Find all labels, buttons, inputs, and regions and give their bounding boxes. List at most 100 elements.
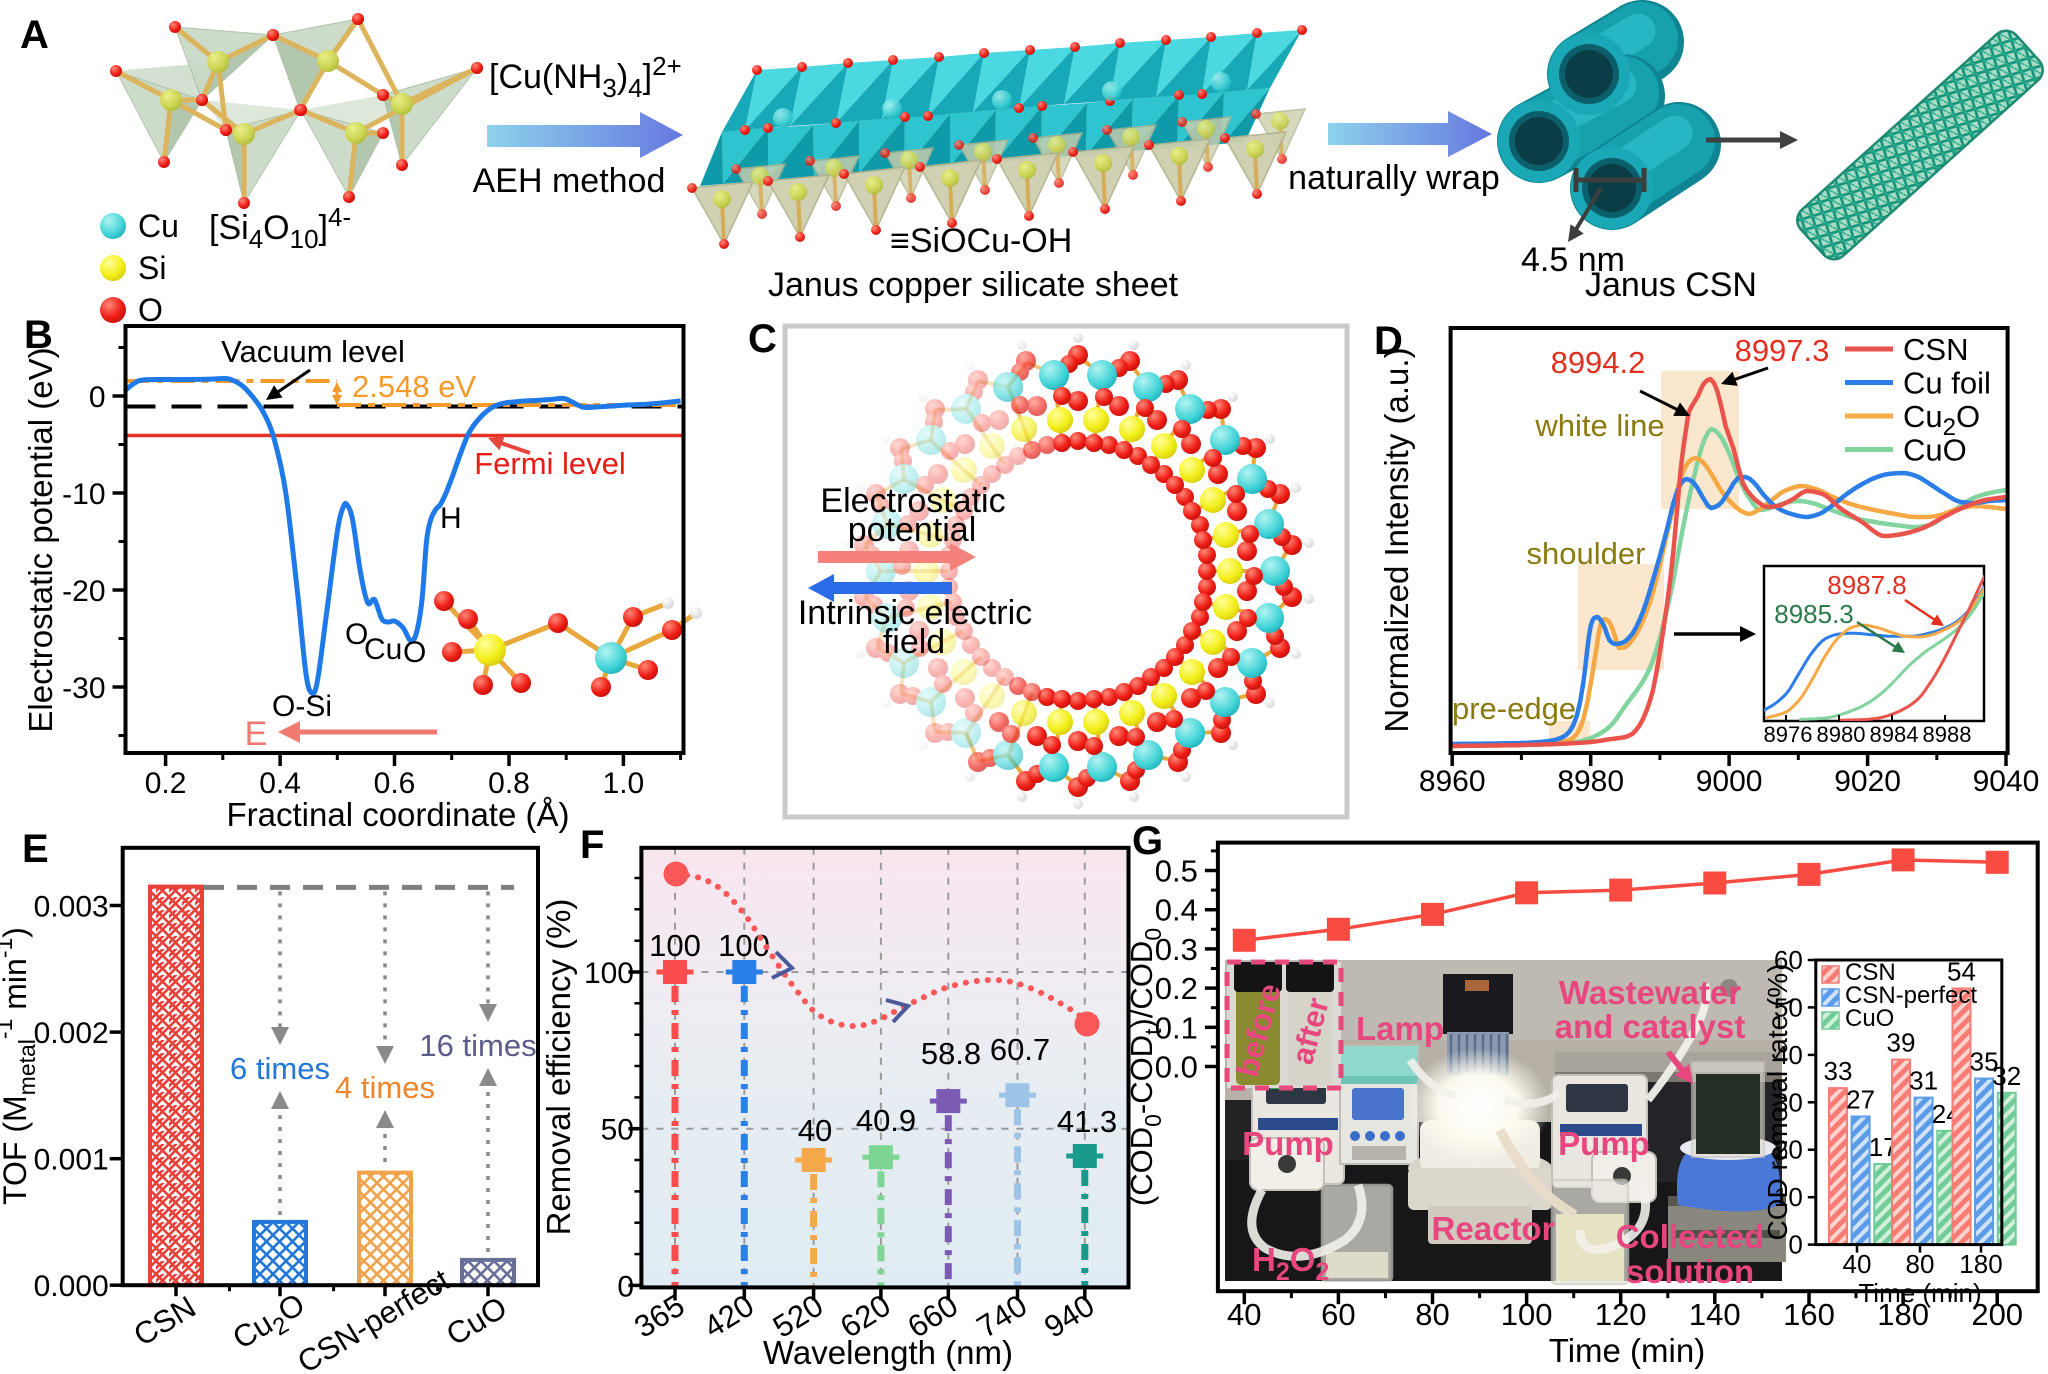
svg-text:100: 100: [1501, 1297, 1553, 1332]
svg-text:0.001: 0.001: [34, 1144, 109, 1177]
svg-text:-20: -20: [62, 575, 105, 608]
svg-text:0.3: 0.3: [1155, 932, 1198, 967]
svg-text:0.8: 0.8: [488, 767, 530, 800]
svg-text:0: 0: [89, 381, 106, 414]
svg-text:8994.2: 8994.2: [1551, 345, 1646, 380]
svg-text:CSN: CSN: [1845, 959, 1896, 986]
svg-text:100: 100: [649, 928, 701, 963]
svg-text:potential: potential: [848, 511, 977, 549]
svg-text:16 times: 16 times: [419, 1028, 536, 1063]
svg-text:Cu: Cu: [138, 208, 179, 244]
svg-text:H: H: [440, 502, 462, 535]
svg-text:60: 60: [1774, 945, 1803, 975]
svg-text:Pump: Pump: [1242, 1125, 1334, 1162]
svg-text:field: field: [883, 623, 945, 661]
svg-text:120: 120: [1595, 1297, 1647, 1332]
svg-text:O: O: [138, 292, 163, 328]
svg-text:35: 35: [1970, 1047, 1999, 1077]
svg-text:40: 40: [1843, 1249, 1872, 1279]
svg-text:50: 50: [1774, 992, 1803, 1022]
svg-text:solution: solution: [1626, 1253, 1754, 1290]
svg-text:-10: -10: [62, 478, 105, 511]
svg-text:33: 33: [1824, 1056, 1853, 1086]
svg-text:Reactor: Reactor: [1432, 1210, 1555, 1247]
svg-text:0.2: 0.2: [1155, 971, 1198, 1006]
svg-text:CSN-perfect: CSN-perfect: [1845, 982, 1977, 1009]
svg-text:F: F: [580, 823, 604, 867]
svg-text:shoulder: shoulder: [1527, 536, 1646, 571]
svg-text:[Cu(NH3)4]2+: [Cu(NH3)4]2+: [489, 51, 682, 103]
svg-text:58.8: 58.8: [921, 1036, 981, 1071]
svg-text:Wastewater: Wastewater: [1559, 974, 1741, 1011]
svg-text:40.9: 40.9: [856, 1103, 916, 1138]
svg-text:40: 40: [1227, 1297, 1261, 1332]
svg-text:4 times: 4 times: [335, 1070, 435, 1105]
svg-text:Janus copper silicate sheet: Janus copper silicate sheet: [768, 266, 1179, 304]
svg-text:50: 50: [601, 1114, 634, 1147]
svg-text:8976: 8976: [1764, 722, 1813, 747]
svg-text:0.002: 0.002: [34, 1017, 109, 1050]
svg-text:31: 31: [1909, 1066, 1938, 1096]
svg-text:8997.3: 8997.3: [1735, 333, 1830, 368]
svg-text:Removal efficiency (%): Removal efficiency (%): [540, 899, 577, 1236]
svg-text:0.2: 0.2: [145, 767, 187, 800]
svg-text:8980: 8980: [1557, 765, 1624, 798]
svg-text:39: 39: [1887, 1028, 1916, 1058]
svg-text:0: 0: [1788, 1230, 1802, 1260]
svg-text:4.5 nm: 4.5 nm: [1521, 241, 1625, 279]
svg-text:32: 32: [1992, 1061, 2021, 1091]
svg-text:20: 20: [1774, 1135, 1803, 1165]
svg-text:8984: 8984: [1870, 722, 1919, 747]
svg-text:G: G: [1132, 819, 1163, 863]
svg-text:0.5: 0.5: [1155, 854, 1198, 889]
svg-text:Collected: Collected: [1616, 1218, 1765, 1255]
svg-text:Pump: Pump: [1558, 1125, 1650, 1162]
svg-text:Lamp: Lamp: [1356, 1010, 1444, 1047]
svg-text:white line: white line: [1534, 408, 1664, 443]
svg-text:9040: 9040: [1973, 765, 2040, 798]
svg-text:8960: 8960: [1419, 765, 1486, 798]
svg-text:Electrostatic potential (eV): Electrostatic potential (eV): [22, 347, 59, 732]
svg-text:8987.8: 8987.8: [1827, 570, 1907, 600]
svg-text:[Si4O10]4-: [Si4O10]4-: [209, 202, 351, 254]
svg-text:CSN: CSN: [1903, 332, 1968, 367]
svg-text:60.7: 60.7: [990, 1032, 1050, 1067]
svg-text:O: O: [403, 636, 426, 669]
svg-text:80: 80: [1415, 1297, 1449, 1332]
svg-text:41.3: 41.3: [1057, 1104, 1117, 1139]
svg-text:B: B: [24, 313, 53, 357]
svg-text:40: 40: [798, 1113, 832, 1148]
svg-text:30: 30: [1774, 1087, 1803, 1117]
svg-text:naturally wrap: naturally wrap: [1288, 159, 1500, 197]
svg-text:9000: 9000: [1696, 765, 1763, 798]
svg-text:0.4: 0.4: [1155, 893, 1198, 928]
svg-text:40: 40: [1774, 1040, 1803, 1070]
svg-text:0.1: 0.1: [1155, 1010, 1198, 1045]
svg-text:E: E: [22, 827, 49, 871]
svg-text:60: 60: [1321, 1297, 1355, 1332]
svg-text:0.003: 0.003: [34, 891, 109, 924]
svg-text:160: 160: [1783, 1297, 1835, 1332]
svg-text:A: A: [20, 13, 49, 57]
svg-text:8980: 8980: [1817, 722, 1866, 747]
svg-text:and catalyst: and catalyst: [1555, 1008, 1746, 1045]
svg-text:80: 80: [1906, 1249, 1935, 1279]
svg-text:8985.3: 8985.3: [1774, 599, 1854, 629]
svg-text:Si: Si: [138, 250, 166, 286]
svg-text:Wavelength (nm): Wavelength (nm): [763, 1334, 1013, 1371]
svg-text:6 times: 6 times: [230, 1051, 330, 1086]
svg-text:C: C: [748, 317, 777, 361]
svg-text:100: 100: [718, 928, 770, 963]
svg-text:Cu foil: Cu foil: [1903, 366, 1991, 401]
svg-text:100: 100: [584, 957, 634, 990]
svg-text:CuO: CuO: [1845, 1005, 1894, 1032]
svg-text:Fractinal coordinate (Å): Fractinal coordinate (Å): [227, 796, 570, 833]
svg-text:pre-edge: pre-edge: [1452, 691, 1576, 726]
svg-text:8988: 8988: [1923, 722, 1972, 747]
svg-text:9020: 9020: [1834, 765, 1901, 798]
svg-text:COD removal rate (%): COD removal rate (%): [1762, 964, 1793, 1241]
svg-text:0: 0: [617, 1270, 634, 1303]
svg-text:E: E: [245, 715, 268, 753]
svg-text:Normalized Intensity (a.u.): Normalized Intensity (a.u.): [1378, 347, 1415, 732]
svg-text:O-Si: O-Si: [272, 690, 332, 723]
